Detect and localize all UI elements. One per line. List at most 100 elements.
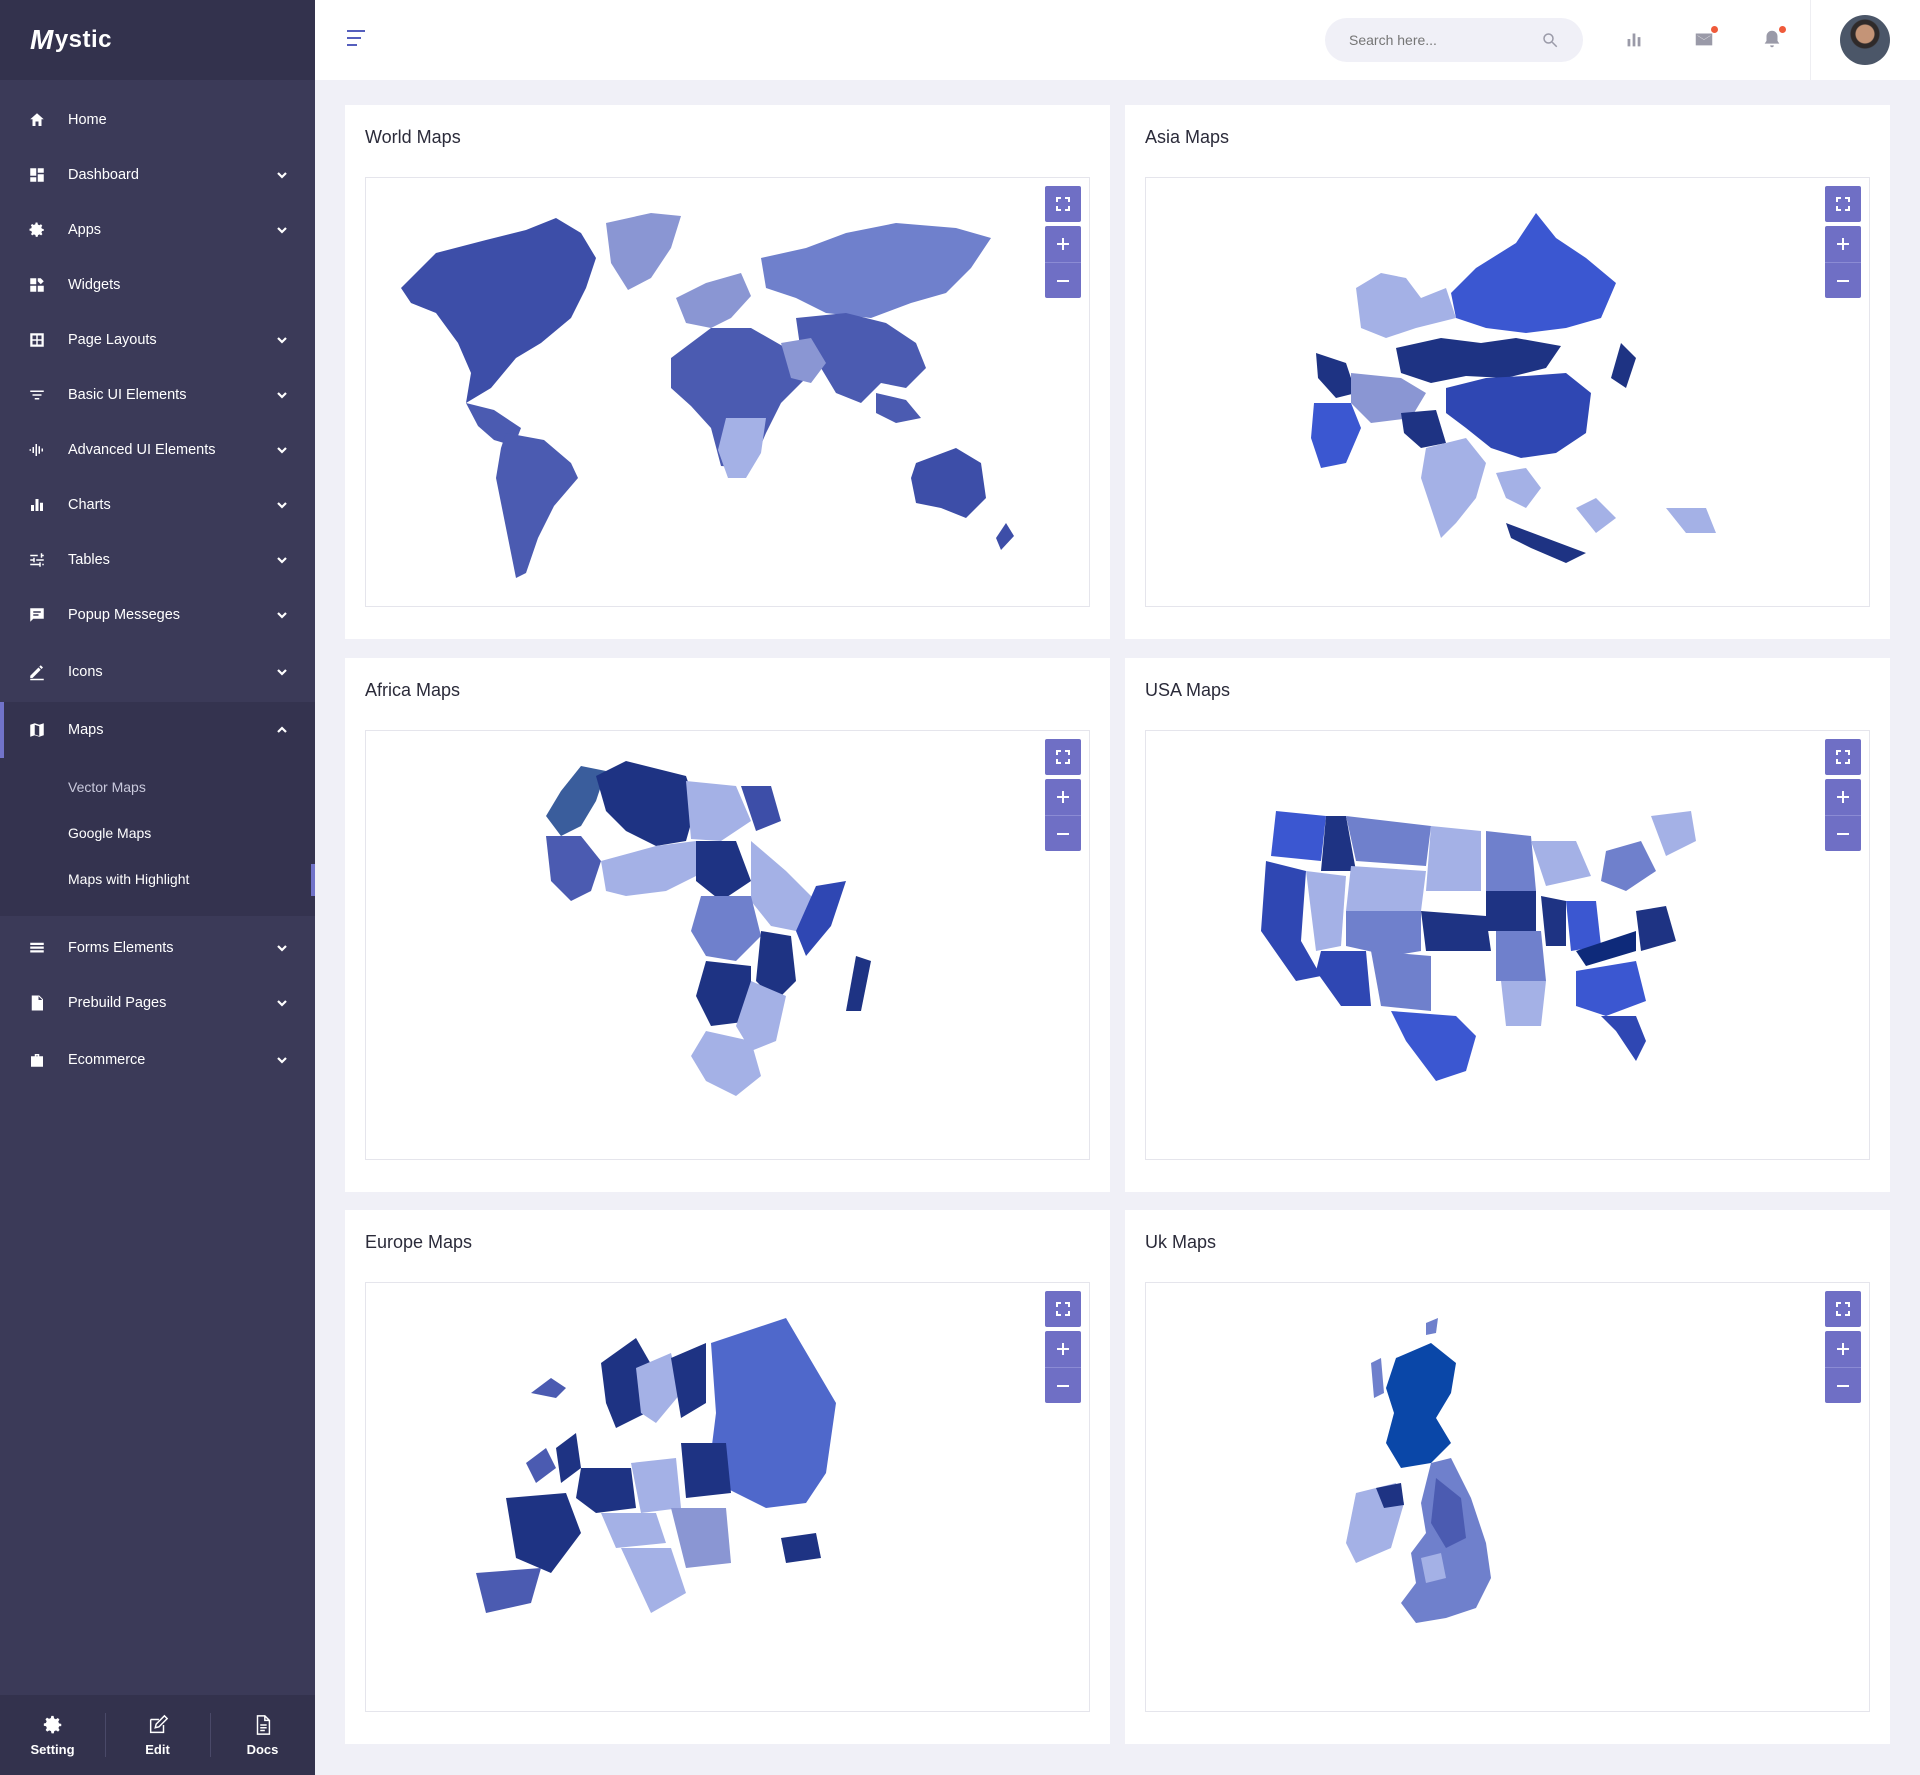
submenu-item-vector-maps[interactable]: Vector Maps xyxy=(68,779,146,795)
sidebar-item-basic-ui[interactable]: Basic UI Elements xyxy=(0,367,315,422)
edit-icon xyxy=(149,1714,168,1733)
search-icon[interactable] xyxy=(1541,31,1559,49)
chevron-down-icon xyxy=(275,168,289,182)
zoom-out-button[interactable] xyxy=(1045,815,1081,851)
sidebar-item-label: Maps xyxy=(68,722,104,738)
home-icon xyxy=(28,111,46,129)
plus-icon xyxy=(1837,238,1849,250)
sidebar-item-maps[interactable]: Maps xyxy=(0,702,315,758)
top-header xyxy=(315,0,1920,80)
sidebar-item-popup-messages[interactable]: Popup Messeges xyxy=(0,587,315,642)
asia-map[interactable] xyxy=(1146,178,1870,607)
sidebar-item-label: Ecommerce xyxy=(68,1052,146,1068)
zoom-out-button[interactable] xyxy=(1825,262,1861,298)
sidebar-item-ecommerce[interactable]: Ecommerce xyxy=(0,1030,315,1090)
docs-label: Docs xyxy=(246,1741,279,1757)
zoom-in-button[interactable] xyxy=(1825,1331,1861,1367)
zoom-out-button[interactable] xyxy=(1045,1367,1081,1403)
messages-button[interactable] xyxy=(1693,26,1718,50)
zoom-out-button[interactable] xyxy=(1825,815,1861,851)
africa-map[interactable] xyxy=(366,731,1090,1160)
minus-icon xyxy=(1837,1384,1849,1387)
card-title: Asia Maps xyxy=(1145,127,1230,147)
sidebar-item-label: Home xyxy=(68,111,107,128)
setting-label: Setting xyxy=(30,1741,75,1757)
plus-icon xyxy=(1057,791,1069,803)
chevron-down-icon xyxy=(275,388,289,402)
sidebar-item-widgets[interactable]: Widgets xyxy=(0,257,315,312)
zoom-in-button[interactable] xyxy=(1045,779,1081,815)
sidebar-item-label: Basic UI Elements xyxy=(68,386,187,403)
usa-map[interactable] xyxy=(1146,731,1870,1160)
sidebar-item-apps[interactable]: Apps xyxy=(0,202,315,257)
fullscreen-button[interactable] xyxy=(1825,1291,1861,1327)
card-title: Uk Maps xyxy=(1145,1232,1217,1252)
world-map[interactable] xyxy=(366,178,1090,607)
document-icon xyxy=(256,1714,270,1735)
zoom-out-button[interactable] xyxy=(1825,1367,1861,1403)
docs-button[interactable]: Docs xyxy=(210,1695,315,1775)
plus-icon xyxy=(1057,238,1069,250)
chevron-down-icon xyxy=(275,941,289,955)
setting-button[interactable]: Setting xyxy=(0,1695,105,1775)
chevron-down-icon xyxy=(275,333,289,347)
layout-icon xyxy=(28,331,46,349)
chevron-down-icon xyxy=(275,1053,289,1067)
submenu-item-maps-with-highlight[interactable]: Maps with Highlight xyxy=(0,856,315,902)
map-container[interactable] xyxy=(365,730,1090,1160)
fullscreen-button[interactable] xyxy=(1045,186,1081,222)
dashboard-icon xyxy=(28,166,46,184)
europe-map[interactable] xyxy=(366,1283,1090,1712)
zoom-in-button[interactable] xyxy=(1045,1331,1081,1367)
search-input[interactable] xyxy=(1349,32,1539,48)
sidebar-item-charts[interactable]: Charts xyxy=(0,477,315,532)
stats-button[interactable] xyxy=(1623,28,1645,50)
sidebar-footer: Setting Edit Docs xyxy=(0,1695,315,1775)
fullscreen-button[interactable] xyxy=(1825,739,1861,775)
bar-chart-icon xyxy=(28,496,46,514)
uk-map[interactable] xyxy=(1146,1283,1870,1712)
chevron-down-icon xyxy=(275,665,289,679)
zoom-in-button[interactable] xyxy=(1825,226,1861,262)
africa-map-card: Africa Maps xyxy=(345,658,1110,1192)
sidebar-item-label: Prebuild Pages xyxy=(68,994,167,1011)
map-container[interactable] xyxy=(365,177,1090,607)
map-container[interactable] xyxy=(1145,730,1870,1160)
fullscreen-button[interactable] xyxy=(1045,739,1081,775)
sidebar-item-label: Icons xyxy=(68,664,103,680)
edit-button[interactable]: Edit xyxy=(105,1695,210,1775)
sidebar-item-advanced-ui[interactable]: Advanced UI Elements xyxy=(0,422,315,477)
zoom-in-button[interactable] xyxy=(1045,226,1081,262)
brand-name: ystic xyxy=(54,26,113,53)
list-icon xyxy=(28,939,46,957)
map-icon xyxy=(28,721,46,739)
zoom-out-button[interactable] xyxy=(1045,262,1081,298)
chevron-down-icon xyxy=(275,223,289,237)
map-container[interactable] xyxy=(365,1282,1090,1712)
sidebar-item-label: Forms Elements xyxy=(68,939,174,956)
asia-map-card: Asia Maps xyxy=(1125,105,1890,639)
minus-icon xyxy=(1837,279,1849,282)
submenu-item-google-maps[interactable]: Google Maps xyxy=(68,825,152,841)
fullscreen-button[interactable] xyxy=(1045,1291,1081,1327)
bar-chart-icon xyxy=(1627,33,1641,47)
notifications-button[interactable] xyxy=(1761,26,1786,50)
sidebar-item-forms[interactable]: Forms Elements xyxy=(0,920,315,975)
sidebar-item-page-layouts[interactable]: Page Layouts xyxy=(0,312,315,367)
zoom-in-button[interactable] xyxy=(1825,779,1861,815)
mail-icon xyxy=(1695,33,1713,46)
map-container[interactable] xyxy=(1145,177,1870,607)
sidebar-item-dashboard[interactable]: Dashboard xyxy=(0,147,315,202)
map-container[interactable] xyxy=(1145,1282,1870,1712)
sidebar-item-home[interactable]: Home xyxy=(0,92,315,147)
sidebar-item-tables[interactable]: Tables xyxy=(0,532,315,587)
sidebar-item-icons[interactable]: Icons xyxy=(0,642,315,702)
fullscreen-button[interactable] xyxy=(1825,186,1861,222)
avatar[interactable] xyxy=(1840,15,1890,65)
sidebar-item-prebuild-pages[interactable]: Prebuild Pages xyxy=(0,975,315,1030)
chevron-down-icon xyxy=(275,608,289,622)
edit-label: Edit xyxy=(145,1741,170,1757)
chevron-down-icon xyxy=(275,443,289,457)
menu-toggle-icon[interactable] xyxy=(347,30,369,50)
